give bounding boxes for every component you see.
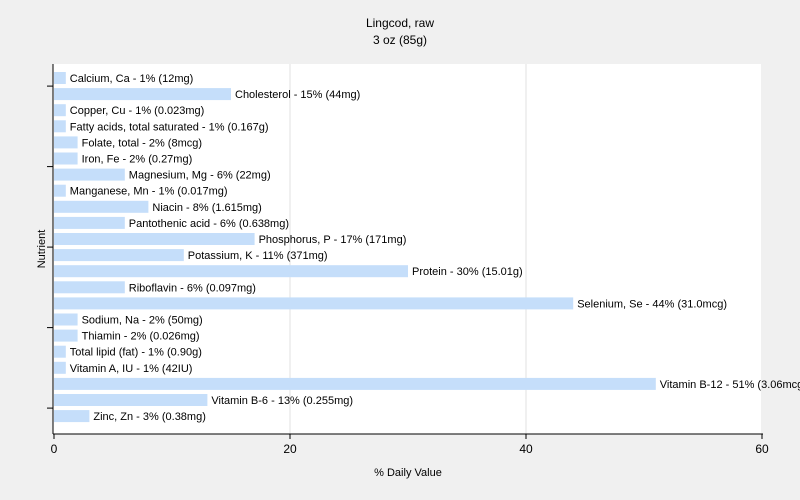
bar-label: Potassium, K - 11% (371mg) [188, 250, 328, 262]
x-tick-label: 20 [283, 442, 297, 456]
bar-label: Total lipid (fat) - 1% (0.90g) [70, 347, 202, 359]
bar-label: Vitamin B-6 - 13% (0.255mg) [211, 395, 353, 407]
bar [54, 168, 125, 181]
bar [54, 361, 66, 374]
bar [54, 377, 656, 390]
bar [54, 136, 78, 149]
bar [54, 233, 255, 245]
axes: 0 20 40 60 [47, 64, 769, 456]
bars [54, 72, 656, 423]
x-tick-label: 0 [51, 442, 58, 456]
bar [54, 152, 78, 165]
bar-label: Selenium, Se - 44% (31.0mcg) [577, 298, 727, 310]
bar-label: Sodium, Na - 2% (50mg) [82, 315, 203, 327]
bar [54, 329, 78, 342]
bar [54, 72, 66, 84]
bar-label: Cholesterol - 15% (44mg) [235, 89, 360, 101]
bar-label: Pantothenic acid - 6% (0.638mg) [129, 218, 289, 230]
x-tick-label: 60 [755, 442, 769, 456]
bar-label: Thiamin - 2% (0.026mg) [82, 331, 200, 343]
bar [54, 313, 78, 326]
chart-subtitle: 3 oz (85g) [373, 33, 427, 47]
bar [54, 88, 231, 101]
bar [54, 394, 208, 406]
grid-lines [289, 64, 763, 434]
bar [54, 120, 66, 133]
bar [54, 345, 66, 358]
bar-label: Vitamin A, IU - 1% (42IU) [70, 363, 193, 375]
bar [54, 410, 90, 423]
bar-label: Zinc, Zn - 3% (0.38mg) [93, 411, 205, 423]
bar-label: Manganese, Mn - 1% (0.017mg) [70, 186, 228, 198]
bar-label: Protein - 30% (15.01g) [412, 266, 523, 278]
bar [54, 216, 125, 229]
x-tick-label: 40 [519, 442, 533, 456]
bar-label: Iron, Fe - 2% (0.27mg) [82, 154, 193, 166]
bar-label: Phosphorus, P - 17% (171mg) [259, 234, 407, 246]
bar-label: Niacin - 8% (1.615mg) [152, 202, 261, 214]
bar [54, 200, 149, 213]
bar [54, 249, 184, 262]
bar [54, 281, 125, 294]
bar-label: Folate, total - 2% (8mcg) [82, 137, 202, 149]
chart-title: Lingcod, raw [366, 16, 434, 30]
plot-area [53, 64, 763, 434]
bar-label: Copper, Cu - 1% (0.023mg) [70, 105, 205, 117]
x-axis-label: % Daily Value [374, 467, 442, 479]
bar-labels: Calcium, Ca - 1% (12mg) Cholesterol - 15%… [70, 73, 800, 423]
bar-label: Fatty acids, total saturated - 1% (0.167… [70, 121, 269, 133]
bar [54, 104, 66, 117]
bar [54, 184, 66, 197]
bar [54, 265, 408, 278]
bar-label: Magnesium, Mg - 6% (22mg) [129, 170, 271, 182]
y-axis-label: Nutrient [36, 230, 48, 269]
bar-label: Riboflavin - 6% (0.097mg) [129, 282, 256, 294]
bar-label: Vitamin B-12 - 51% (3.06mcg) [660, 379, 800, 391]
bar [54, 297, 574, 310]
bar-label: Calcium, Ca - 1% (12mg) [70, 73, 193, 85]
